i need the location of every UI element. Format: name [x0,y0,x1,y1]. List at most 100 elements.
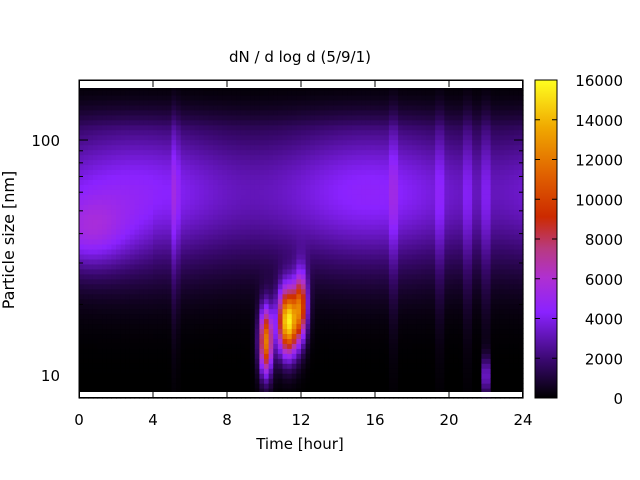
heatmap-cell [171,368,177,374]
heatmap-cell [120,119,126,126]
heatmap-cell [421,373,427,379]
heatmap-cell [310,154,316,161]
heatmap-cell [171,109,177,116]
heatmap-cell [222,258,228,265]
heatmap-cell [97,248,103,255]
heatmap-cell [199,224,205,230]
heatmap-cell [153,104,159,111]
heatmap-cell [305,383,311,389]
heatmap-cell [166,94,173,101]
heatmap-cell [277,119,284,126]
heatmap-cell [310,293,316,300]
heatmap-cell [435,378,441,384]
heatmap-cell [268,333,274,339]
heatmap-cell [120,343,126,349]
heatmap-cell [120,268,126,275]
heatmap-cell [412,338,418,344]
heatmap-cell [116,353,122,359]
heatmap-cell [319,338,325,344]
heatmap-cell [171,99,177,106]
heatmap-cell [203,303,210,310]
heatmap-cell [351,253,358,260]
heatmap-cell [314,368,321,374]
heatmap-cell [199,89,205,96]
heatmap-cell [180,313,186,320]
heatmap-cell [328,109,334,116]
heatmap-cell [180,248,186,255]
heatmap-cell [102,234,108,240]
heatmap-cell [116,383,122,389]
heatmap-cell [208,94,214,101]
heatmap-cell [259,204,265,210]
heatmap-cell [217,229,223,235]
heatmap-cell [97,268,103,275]
heatmap-cell [412,94,418,101]
heatmap-cell [185,119,191,126]
heatmap-cell [171,328,177,335]
heatmap-cell [97,383,103,389]
heatmap-cell [97,134,103,141]
heatmap-cell [148,229,154,235]
heatmap-cell [217,104,223,111]
heatmap-cell [425,199,432,205]
heatmap-cell [245,293,251,300]
heatmap-cell [157,243,163,250]
heatmap-cell [393,194,399,200]
heatmap-cell [319,378,325,384]
heatmap-cell [125,209,131,215]
heatmap-cell [240,114,247,121]
heatmap-cell [208,313,214,320]
heatmap-cell [388,239,395,245]
heatmap-cell [319,283,325,290]
heatmap-cell [79,318,85,325]
heatmap-cell [310,159,316,166]
heatmap-cell [79,164,85,171]
heatmap-cell [106,268,112,275]
heatmap-cell [171,174,177,180]
heatmap-cell [250,383,256,389]
heatmap-cell [425,388,432,394]
heatmap-cell [402,263,408,270]
heatmap-cell [388,179,395,185]
heatmap-cell [231,268,237,275]
heatmap-cell [106,219,112,225]
heatmap-cell [240,179,247,185]
heatmap-cell [398,278,404,285]
heatmap-cell [412,388,418,394]
heatmap-cell [305,258,311,265]
heatmap-cell [416,129,422,136]
heatmap-cell [342,179,348,185]
heatmap-cell [402,94,408,101]
heatmap-cell [407,204,413,210]
heatmap-cell [425,134,432,141]
heatmap-cell [227,253,233,260]
heatmap-cell [398,283,404,290]
heatmap-cell [157,114,163,121]
heatmap-cell [301,159,307,166]
heatmap-cell [314,273,321,280]
heatmap-cell [264,204,270,210]
heatmap-cell [319,104,325,111]
heatmap-cell [254,234,260,240]
heatmap-cell [291,209,297,215]
heatmap-cell [435,323,441,330]
heatmap-cell [324,313,330,320]
heatmap-cell [217,89,223,96]
heatmap-cell [351,204,358,210]
heatmap-cell [245,224,251,230]
heatmap-cell [282,273,288,280]
heatmap-cell [319,303,325,310]
heatmap-cell [166,144,173,151]
heatmap-cell [92,313,99,320]
heatmap-cell [180,318,186,325]
heatmap-cell [333,343,339,349]
heatmap-cell [421,149,427,156]
heatmap-cell [111,239,117,245]
heatmap-cell [213,333,219,339]
heatmap-cell [338,174,344,180]
heatmap-cell [180,373,186,379]
heatmap-cell [106,378,112,384]
heatmap-cell [254,129,260,136]
heatmap-cell [148,124,154,131]
heatmap-cell [227,189,233,195]
